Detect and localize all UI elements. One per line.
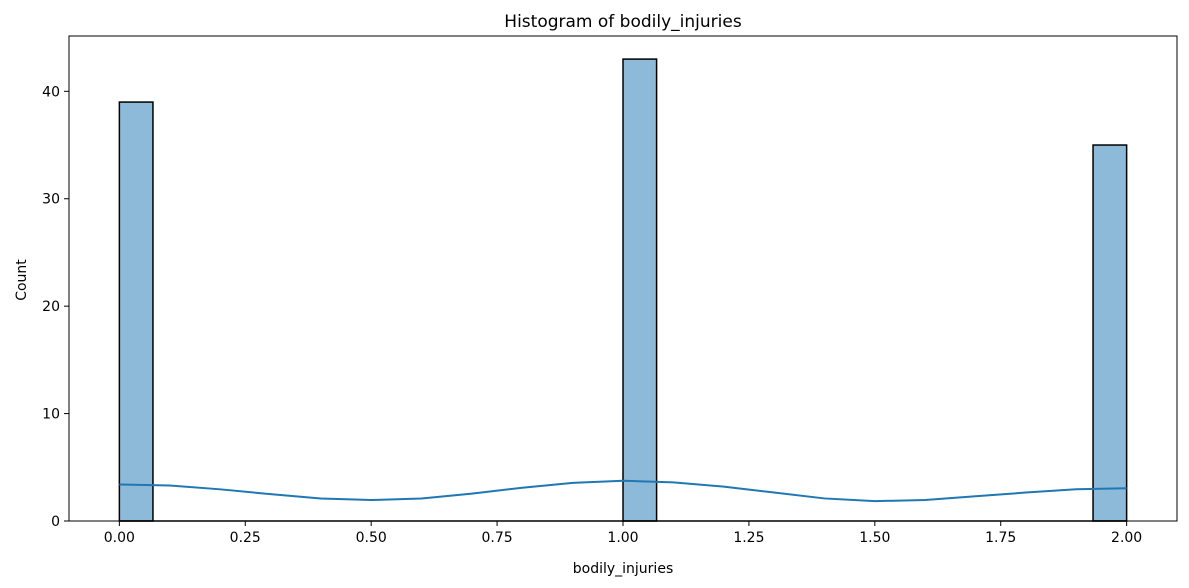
y-axis-label: Count	[14, 259, 30, 301]
x-tick-label: 2.00	[1111, 530, 1142, 546]
y-tick-label: 10	[42, 407, 60, 423]
x-axis-label: bodily_injuries	[573, 561, 673, 577]
y-tick-label: 30	[42, 192, 60, 208]
x-tick-label: 1.50	[859, 530, 890, 546]
x-tick-label: 1.00	[607, 530, 638, 546]
y-tick-label: 40	[42, 84, 60, 100]
y-tick-label: 0	[51, 514, 60, 530]
x-tick-label: 0.00	[104, 530, 135, 546]
y-tick-label: 20	[42, 299, 60, 315]
chart-title: Histogram of bodily_injuries	[504, 12, 742, 32]
histogram-bar-0	[118, 101, 154, 522]
kde-line	[119, 479, 1127, 503]
histogram-bar-2	[1092, 144, 1128, 522]
x-tick-label: 0.75	[482, 530, 513, 546]
x-tick-label: 1.75	[985, 530, 1016, 546]
x-tick-label: 0.50	[356, 530, 387, 546]
histogram-bar-1	[622, 58, 658, 522]
x-tick-label: 0.25	[230, 530, 261, 546]
x-tick-label: 1.25	[733, 530, 764, 546]
